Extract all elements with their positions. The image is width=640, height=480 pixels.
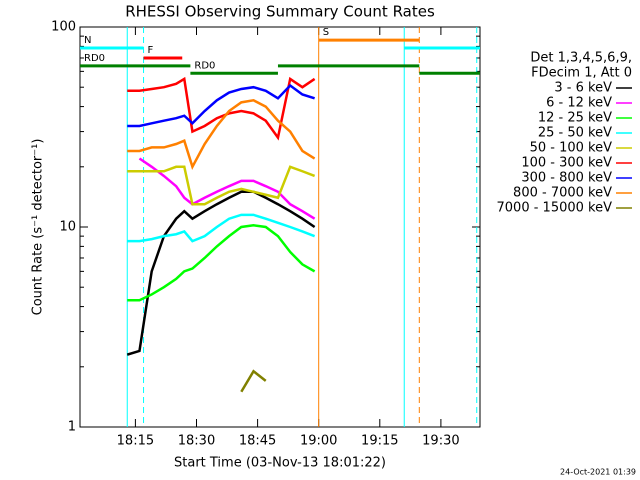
series-line (127, 213, 316, 243)
flag-label: RD0 (84, 53, 105, 64)
plot-frame (79, 26, 481, 428)
y-tick-label: 100 (51, 20, 76, 35)
series-line (138, 157, 316, 220)
y-tick-label: 1 (68, 420, 76, 435)
series-line (127, 76, 316, 141)
legend-label: 100 - 300 keV (521, 156, 612, 171)
legend-label: 300 - 800 keV (521, 171, 612, 186)
series-line (126, 190, 316, 356)
x-tick-label: 18:45 (239, 434, 276, 449)
legend-label: 50 - 100 keV (530, 141, 613, 156)
legend-label: 25 - 50 keV (538, 126, 612, 141)
flag-label: F (148, 45, 154, 56)
x-tick-label: 19:00 (300, 434, 337, 449)
series-line (240, 369, 267, 393)
y-axis-label: Count Rate (s⁻¹ detector⁻¹) (31, 139, 46, 316)
series-line (127, 165, 316, 206)
x-axis-label: Start Time (03-Nov-13 18:01:22) (174, 456, 386, 471)
series-line (127, 224, 316, 302)
y-tick-label: 10 (59, 220, 76, 235)
legend-label: 12 - 25 keV (538, 111, 612, 126)
x-tick-label: 19:30 (422, 434, 459, 449)
flag-label: S (323, 27, 329, 38)
footer: 24-Oct-2021 01:39 (560, 468, 636, 477)
x-tick-label: 19:15 (361, 434, 398, 449)
legend-title: Det 1,3,4,5,6,9, (530, 51, 632, 66)
legend-title: FDecim 1, Att 0 (531, 66, 632, 81)
legend-label: 3 - 6 keV (554, 81, 612, 96)
series-line (127, 99, 316, 171)
legend-label: 6 - 12 keV (546, 96, 612, 111)
x-tick-label: 18:30 (178, 434, 215, 449)
x-tick-label: 18:15 (117, 434, 154, 449)
flag-label: N (84, 35, 91, 46)
flag-label: RD0 (194, 60, 215, 71)
series-line (127, 83, 315, 128)
legend-label: 7000 - 15000 keV (497, 201, 613, 216)
legend-label: 800 - 7000 keV (513, 186, 612, 201)
chart-title: RHESSI Observing Summary Count Rates (125, 3, 435, 21)
